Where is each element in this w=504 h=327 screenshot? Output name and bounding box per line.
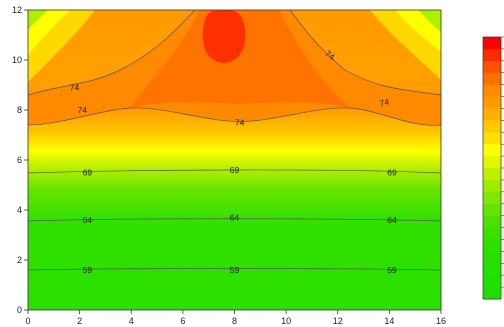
y-tick-label: 0 — [17, 305, 22, 315]
contour-label: 74 — [235, 118, 245, 128]
contour-label-text: 69 — [83, 168, 93, 178]
colorbar-swatch — [483, 263, 501, 276]
contour-label-text: 64 — [83, 215, 93, 225]
contour-line-74-upper — [28, 10, 196, 96]
colorbar-swatch — [483, 144, 501, 157]
colorbar-swatch — [483, 227, 501, 240]
x-tick-label: 0 — [25, 316, 30, 326]
contour-line-74-upper-right — [289, 10, 441, 96]
x-tick-label: 4 — [129, 316, 134, 326]
corner-band-right-3 — [418, 10, 441, 32]
y-tick-label: 6 — [17, 155, 22, 165]
contour-label: 59 — [230, 265, 240, 275]
contour-label: 59 — [83, 265, 93, 275]
x-tick-label: 12 — [333, 316, 343, 326]
colorbar-swatch — [483, 132, 501, 145]
colorbar-swatch — [483, 156, 501, 169]
contour-label: 64 — [230, 213, 240, 223]
contour-label: 64 — [387, 215, 397, 225]
x-axis: 0 2 4 6 8 10 12 14 16 — [25, 310, 446, 326]
colorbar-swatch — [483, 84, 501, 98]
y-tick-label: 12 — [12, 5, 22, 15]
contour-line-59 — [28, 268, 441, 271]
contour-line-64 — [28, 218, 441, 222]
contour-label-text: 59 — [83, 265, 93, 275]
colorbar-swatch — [483, 168, 501, 181]
colorbar-swatch — [483, 179, 501, 193]
red-peak — [202, 10, 246, 63]
y-tick-label: 2 — [17, 255, 22, 265]
colorbar-swatch — [483, 191, 501, 205]
corner-band-left-2 — [28, 10, 70, 55]
y-tick-label: 4 — [17, 205, 22, 215]
x-tick-label: 16 — [436, 316, 446, 326]
contour-label-text: 74 — [70, 83, 80, 93]
contour-label: 69 — [387, 168, 397, 178]
contour-label-text: 74 — [77, 105, 87, 115]
x-tick-label: 8 — [232, 316, 237, 326]
contour-label: 69 — [230, 165, 240, 175]
contour-label: 74 — [379, 97, 391, 109]
contour-label: 69 — [83, 168, 93, 178]
contour-label-text: 74 — [379, 97, 391, 109]
colorbar-swatch — [483, 287, 501, 300]
colorbar-swatch — [483, 203, 501, 217]
contour-label: 74 — [70, 83, 80, 93]
colorbar-swatch — [483, 215, 501, 229]
colorbar-swatch — [483, 108, 501, 121]
contour-label: 74 — [77, 105, 87, 115]
contour-label-text: 59 — [230, 265, 240, 275]
y-axis: 0 2 4 6 8 10 12 — [12, 5, 28, 315]
colorbar-swatch — [483, 239, 501, 252]
x-tick-label: 14 — [384, 316, 394, 326]
contour-label: 59 — [387, 265, 397, 275]
colorbar-swatch — [483, 251, 501, 264]
contour-label: 64 — [83, 215, 93, 225]
colorbar-swatch — [483, 275, 501, 288]
contour-label-text: 64 — [387, 215, 397, 225]
contour-label-text: 69 — [230, 165, 240, 175]
colorbar-swatch — [483, 96, 501, 109]
corner-band-left-3 — [28, 10, 48, 30]
colorbar-swatch — [483, 37, 501, 50]
colorbar-frame — [482, 36, 502, 300]
contour-label-text: 64 — [230, 213, 240, 223]
contour-label-text: 74 — [235, 118, 245, 128]
colorbar-swatch — [483, 120, 501, 133]
colorbar-swatch — [483, 48, 501, 62]
x-tick-label: 2 — [77, 316, 82, 326]
x-tick-label: 6 — [180, 316, 185, 326]
contour-label-text: 59 — [387, 265, 397, 275]
contour-label-text: 69 — [387, 168, 397, 178]
contour-line-69 — [28, 169, 441, 174]
contour-lines — [28, 10, 441, 271]
colorbar-swatch — [483, 60, 501, 74]
dark-orange-region — [130, 10, 350, 108]
contour-line-74-lower — [28, 107, 441, 126]
y-tick-label: 8 — [17, 105, 22, 115]
colorbar — [482, 36, 504, 300]
x-tick-label: 10 — [281, 316, 291, 326]
y-tick-label: 10 — [12, 55, 22, 65]
colorbar-swatch — [483, 72, 501, 86]
